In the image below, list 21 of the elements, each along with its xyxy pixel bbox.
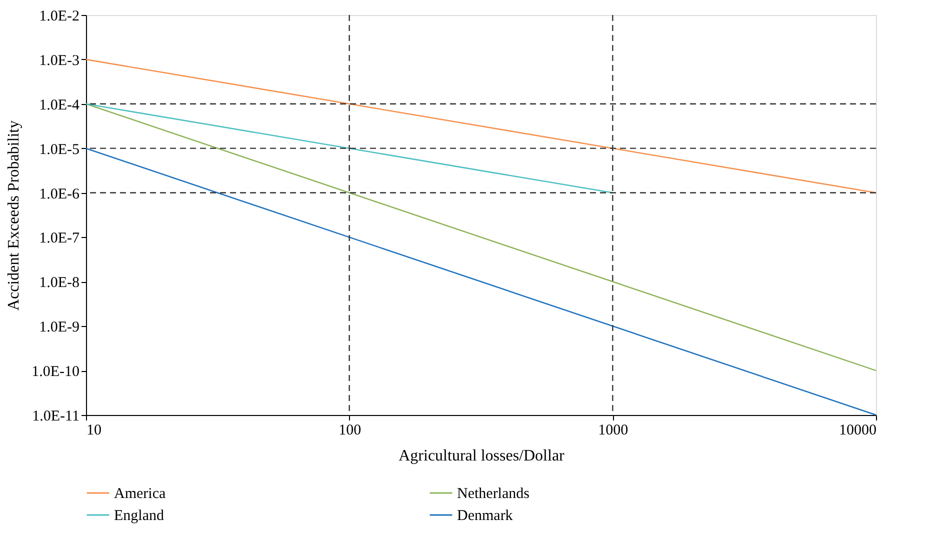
y-tick-label: 1.0E-4: [39, 97, 80, 114]
y-tick-label: 1.0E-11: [32, 408, 80, 424]
y-tick-label: 1.0E-6: [39, 186, 80, 202]
legend-label: Denmark: [457, 508, 514, 524]
y-tick-label: 1.0E-3: [39, 52, 80, 69]
x-tick-label: 1000: [598, 422, 628, 438]
y-tick-label: 1.0E-7: [39, 230, 80, 247]
y-axis-title: Accident Exceeds Probability: [6, 120, 23, 311]
y-tick-label: 1.0E-5: [39, 142, 80, 158]
x-tick-label: 10000: [839, 422, 876, 438]
x-tick-label: 100: [338, 422, 362, 438]
y-tick-label: 1.0E-8: [39, 275, 80, 292]
y-tick-label: 1.0E-10: [32, 364, 80, 380]
y-tick-label: 1.0E-9: [39, 320, 80, 336]
x-tick-label: 10: [86, 422, 102, 438]
legend-label: America: [114, 486, 166, 502]
line-series: [85, 103, 877, 372]
x-axis-title: Agricultural losses/Dollar: [398, 448, 566, 464]
legend-label: England: [114, 508, 164, 524]
legend-label: Netherlands: [457, 486, 530, 502]
y-tick-label: 1.0E-2: [39, 8, 80, 24]
